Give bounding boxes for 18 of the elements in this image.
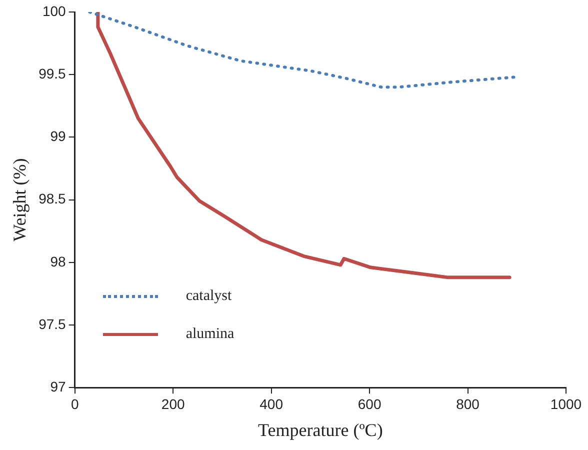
legend-label: alumina [186, 326, 234, 344]
x-tick-label: 600 [358, 396, 382, 412]
y-axis-title: Weight (%) [10, 158, 30, 242]
y-tick-label: 99.5 [38, 65, 66, 82]
y-tick-label: 100 [42, 2, 66, 19]
y-tick-label: 97.5 [38, 316, 66, 332]
y-tick-label: 99 [50, 128, 66, 144]
x-tick-label: 1000 [550, 396, 582, 412]
x-axis-title: Temperature (ºC) [258, 420, 383, 440]
x-tick-label: 200 [161, 396, 185, 412]
y-tick-label: 97 [50, 378, 66, 394]
x-tick-label: 0 [70, 396, 79, 412]
x-tick-label: 400 [260, 396, 284, 412]
x-tick-label: 800 [456, 396, 480, 412]
legend-label: catalyst [186, 288, 232, 306]
y-tick-label: 98.5 [38, 190, 66, 207]
y-tick-label: 98 [50, 253, 66, 270]
line-series [88, 12, 516, 89]
